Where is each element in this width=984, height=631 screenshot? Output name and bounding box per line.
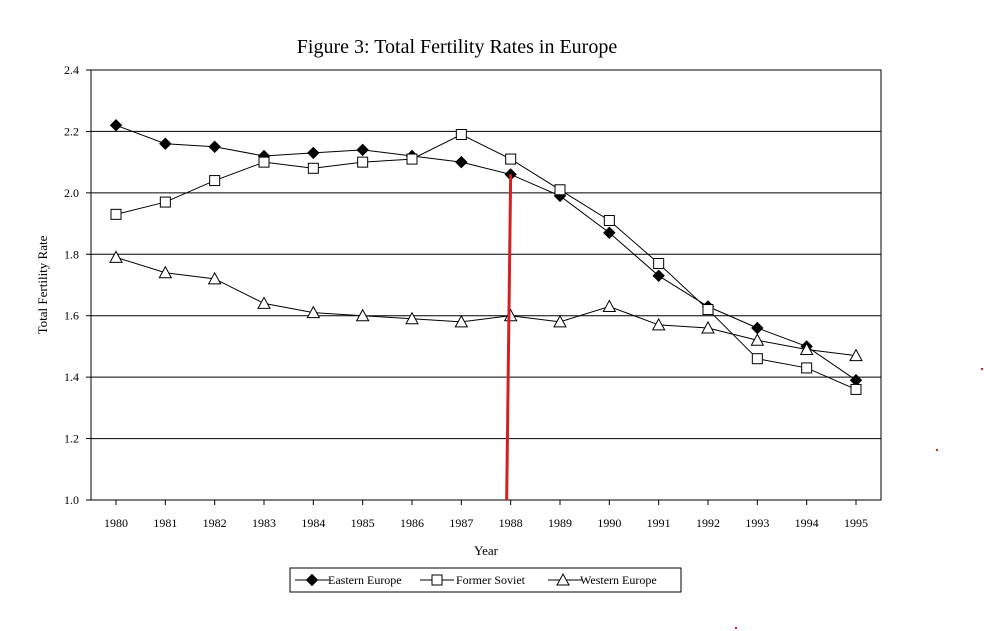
series-former-soviet [110,129,862,395]
legend-marker [556,572,570,586]
data-point [603,226,616,239]
legend-marker [305,573,319,587]
series-western-europe [109,250,863,362]
x-tick-label: 1989 [548,516,572,530]
data-point [355,308,370,322]
x-tick-label: 1984 [301,516,325,530]
x-axis-label: Year [474,543,499,558]
legend-label: Eastern Europe [328,573,402,587]
y-tick-label: 1.0 [64,493,79,507]
series-eastern-europe [109,119,863,387]
data-point [207,271,222,285]
x-tick-label: 1994 [795,516,819,530]
data-point [702,304,714,316]
y-tick-label: 1.2 [64,432,79,446]
data-point [208,140,221,153]
data-point [505,153,517,165]
chart-title: Figure 3: Total Fertility Rates in Europ… [297,36,618,58]
legend-item: Eastern Europe [295,573,402,587]
data-point [307,162,319,174]
data-point [751,321,764,335]
legend-label: Former Soviet [456,573,526,587]
x-tick-label: 1993 [745,516,769,530]
legend-box [289,567,682,593]
x-tick-label: 1990 [597,516,621,530]
data-point [158,265,173,279]
data-point [849,348,863,362]
annotation-vertical-line [505,174,513,501]
data-point [701,320,715,334]
legend-label: Western Europe [580,573,657,587]
data-point [553,314,567,328]
data-point [651,317,666,331]
data-point [258,156,270,168]
legend: Eastern Europe Former Soviet Western Europ… [289,567,682,593]
data-point [109,250,123,263]
y-tick-label: 1.6 [64,309,79,323]
series-group [109,119,863,395]
data-point [653,258,665,269]
x-tick-label: 1981 [153,516,177,530]
annotation-group [505,174,513,501]
data-point [109,119,123,132]
data-point [159,196,171,208]
stray-mark [981,368,983,370]
data-point [801,362,813,374]
grid [91,130,881,440]
series-line [115,124,857,381]
data-point [603,215,615,226]
data-point [850,383,862,395]
legend-item: Western Europe [548,572,657,587]
legend-marker [431,574,443,586]
y-axis-label: Total Fertility Rate [35,235,50,334]
y-tick-label: 2.0 [64,186,79,200]
y-tick-label: 2.2 [64,124,79,138]
x-tick-label: 1985 [351,516,375,530]
x-tick-label: 1983 [252,516,276,530]
x-tick-label: 1995 [844,516,868,530]
data-point [652,269,665,282]
x-tick-label: 1982 [203,516,227,530]
data-point [110,208,122,220]
data-point [356,143,369,157]
data-point [406,153,418,165]
x-tick-label: 1991 [647,516,671,530]
data-point [454,314,469,328]
data-point [750,333,765,346]
data-point [455,155,468,169]
y-axis: 1.0 1.2 1.4 1.6 1.8 2.0 2.2 2.4 [64,63,91,507]
x-tick-label: 1986 [400,516,424,530]
data-point [257,296,271,309]
data-point [209,175,221,187]
x-tick-label: 1992 [696,516,720,530]
data-point [799,342,814,355]
stray-mark [735,627,737,629]
x-tick-label: 1980 [104,516,128,530]
data-point [602,299,617,312]
legend-item: Former Soviet [420,573,526,587]
x-axis: 1980 1981 1982 1983 1984 1985 1986 1987 1988 1989… [104,500,868,530]
y-tick-label: 1.4 [64,370,79,384]
y-tick-label: 1.8 [64,247,79,261]
data-point [307,146,320,160]
y-tick-label: 2.4 [64,63,79,77]
series-line [115,256,857,357]
series-line [115,133,857,390]
data-point [554,184,566,196]
data-point [159,137,172,150]
data-point [357,156,369,168]
data-point [455,129,467,140]
x-tick-label: 1987 [449,516,473,530]
stray-mark [936,449,938,451]
x-tick-label: 1988 [499,516,523,530]
data-point [306,305,321,319]
plot-area [90,69,882,501]
data-point [751,353,763,365]
data-point [405,311,419,325]
